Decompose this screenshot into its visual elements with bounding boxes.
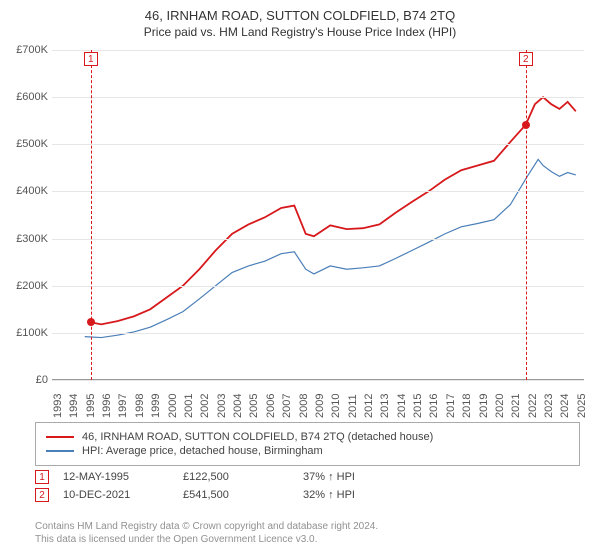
marker-dot [522,121,530,129]
x-tick-label: 2013 [379,378,391,418]
x-tick-label: 2015 [412,378,424,418]
txn-price: £541,500 [183,489,303,501]
y-tick-label: £0 [0,374,48,386]
x-tick-label: 2020 [494,378,506,418]
y-tick-label: £200K [0,280,48,292]
legend-swatch-hpi [46,450,74,451]
gridline [52,286,584,287]
x-tick-label: 1994 [68,378,80,418]
marker-dot [87,318,95,326]
x-tick-label: 1993 [52,378,64,418]
transaction-row: 2 10-DEC-2021£541,50032% ↑ HPI [35,488,403,502]
x-tick-label: 2024 [559,378,571,418]
x-tick-label: 2008 [298,378,310,418]
marker-vline [91,50,92,380]
footer: Contains HM Land Registry data © Crown c… [35,520,378,546]
x-tick-label: 2016 [428,378,440,418]
gridline [52,144,584,145]
x-tick-label: 2023 [543,378,555,418]
footer-line2: This data is licensed under the Open Gov… [35,533,378,546]
legend-row: 46, IRNHAM ROAD, SUTTON COLDFIELD, B74 2… [46,431,569,443]
x-tick-label: 2014 [396,378,408,418]
marker-box: 1 [35,470,49,484]
y-tick-label: £300K [0,233,48,245]
footer-line1: Contains HM Land Registry data © Crown c… [35,520,378,533]
titles: 46, IRNHAM ROAD, SUTTON COLDFIELD, B74 2… [0,0,600,43]
txn-pct: 37% ↑ HPI [303,471,403,483]
gridline [52,191,584,192]
title-subtitle: Price paid vs. HM Land Registry's House … [0,25,600,39]
x-tick-label: 2021 [510,378,522,418]
x-tick-label: 2006 [265,378,277,418]
txn-price: £122,500 [183,471,303,483]
x-tick-label: 1995 [85,378,97,418]
legend-swatch-price [46,436,74,438]
txn-pct: 32% ↑ HPI [303,489,403,501]
x-tick-label: 2019 [478,378,490,418]
x-tick-label: 2003 [216,378,228,418]
gridline [52,50,584,51]
gridline [52,239,584,240]
x-tick-label: 1998 [134,378,146,418]
y-tick-label: £500K [0,138,48,150]
y-tick-label: £100K [0,327,48,339]
chart-area: £0£100K£200K£300K£400K£500K£600K£700K199… [52,50,584,380]
chart-container: 46, IRNHAM ROAD, SUTTON COLDFIELD, B74 2… [0,0,600,560]
transactions: 1 12-MAY-1995£122,50037% ↑ HPI 2 10-DEC-202… [35,470,403,506]
marker-box: 2 [35,488,49,502]
x-tick-label: 2025 [576,378,588,418]
transaction-row: 1 12-MAY-1995£122,50037% ↑ HPI [35,470,403,484]
marker-box: 2 [519,52,533,66]
y-tick-label: £600K [0,91,48,103]
x-tick-label: 2002 [199,378,211,418]
series-hpi [85,159,576,337]
x-tick-label: 2000 [167,378,179,418]
x-tick-label: 2011 [347,378,359,418]
gridline [52,97,584,98]
plot-svg [52,50,584,380]
x-tick-label: 2018 [461,378,473,418]
y-tick-label: £700K [0,44,48,56]
x-tick-label: 2009 [314,378,326,418]
txn-date: 12-MAY-1995 [63,471,183,483]
marker-box: 1 [84,52,98,66]
x-tick-label: 2017 [445,378,457,418]
x-tick-label: 2005 [248,378,260,418]
legend-label-hpi: HPI: Average price, detached house, Birm… [82,445,323,457]
gridline [52,333,584,334]
x-tick-label: 1999 [150,378,162,418]
x-tick-label: 2010 [330,378,342,418]
legend-label-price: 46, IRNHAM ROAD, SUTTON COLDFIELD, B74 2… [82,431,433,443]
x-tick-label: 2012 [363,378,375,418]
x-tick-label: 2004 [232,378,244,418]
y-tick-label: £400K [0,185,48,197]
marker-vline [526,50,527,380]
txn-date: 10-DEC-2021 [63,489,183,501]
legend: 46, IRNHAM ROAD, SUTTON COLDFIELD, B74 2… [35,422,580,466]
x-tick-label: 2007 [281,378,293,418]
plot: £0£100K£200K£300K£400K£500K£600K£700K199… [52,50,584,380]
x-tick-label: 2022 [527,378,539,418]
x-tick-label: 2001 [183,378,195,418]
title-address: 46, IRNHAM ROAD, SUTTON COLDFIELD, B74 2… [0,8,600,23]
x-tick-label: 1996 [101,378,113,418]
x-tick-label: 1997 [117,378,129,418]
legend-row: HPI: Average price, detached house, Birm… [46,445,569,457]
